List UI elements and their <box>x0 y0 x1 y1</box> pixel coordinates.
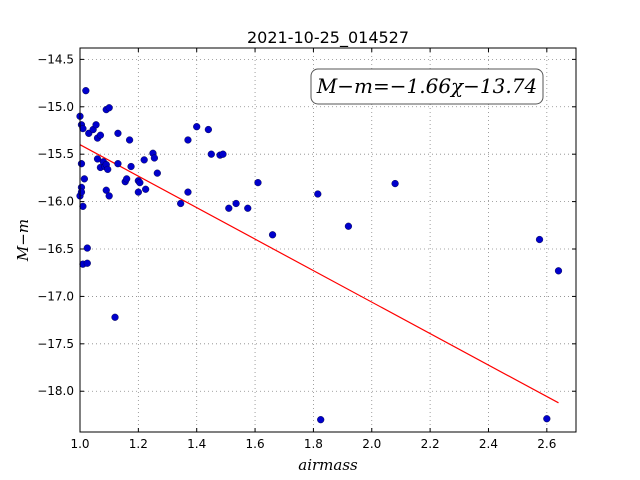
x-tick-label: 1.2 <box>129 437 148 451</box>
data-point <box>344 222 353 230</box>
data-point <box>126 136 134 144</box>
data-point <box>554 267 563 275</box>
data-point <box>111 313 119 321</box>
data-point <box>114 129 122 137</box>
data-point <box>104 165 112 173</box>
data-point <box>83 259 91 267</box>
data-point <box>543 415 551 423</box>
data-point <box>391 179 399 188</box>
x-tick-label: 1.8 <box>304 437 323 451</box>
y-tick-label: −18.0 <box>37 384 74 398</box>
data-point <box>314 190 322 198</box>
data-point <box>105 104 113 112</box>
y-tick-labels: −14.5 −15.0 −15.5 −16.0 −16.5 −17.0 −17.5 −18.0 <box>37 52 74 398</box>
data-point <box>79 202 87 210</box>
data-point <box>184 188 192 196</box>
x-tick-label: 2.0 <box>362 437 381 451</box>
x-tick-label: 2.4 <box>479 437 498 451</box>
data-point <box>254 179 262 187</box>
data-point <box>80 175 88 183</box>
data-point <box>207 150 215 158</box>
y-tick-label: −16.5 <box>37 242 74 256</box>
plot-frame <box>79 47 577 433</box>
y-tick-label: −17.0 <box>37 289 74 303</box>
data-point <box>184 136 192 144</box>
y-tick-label: −15.5 <box>37 147 74 161</box>
x-tick-label: 1.6 <box>246 437 265 451</box>
annotation-text: M−m=−1.66χ−13.74 <box>316 74 537 98</box>
data-point <box>244 204 252 212</box>
x-tick-label: 1.0 <box>70 437 89 451</box>
data-point <box>83 244 91 252</box>
x-tick-labels: 1.0 1.2 1.4 1.6 1.8 2.0 2.2 2.4 2.6 <box>70 437 556 451</box>
grid-lines <box>79 48 576 432</box>
x-tick-label: 2.6 <box>537 437 556 451</box>
data-point <box>153 169 161 177</box>
data-point <box>535 235 544 244</box>
data-points <box>76 87 563 424</box>
data-point <box>219 150 227 158</box>
data-point <box>268 231 277 239</box>
fit-line-layer <box>79 144 559 404</box>
data-point <box>204 125 212 134</box>
y-tick-label: −16.0 <box>37 195 74 209</box>
data-point <box>77 188 86 196</box>
data-point <box>127 162 135 171</box>
data-point <box>79 124 87 133</box>
data-point <box>193 123 201 131</box>
x-tick-label: 2.2 <box>421 437 440 451</box>
fit-line <box>79 144 559 404</box>
data-point <box>177 199 185 208</box>
data-point <box>96 131 105 139</box>
data-point <box>317 416 325 424</box>
annotation-box <box>310 68 544 105</box>
y-tick-label: −14.5 <box>37 52 74 66</box>
x-tick-label: 1.4 <box>187 437 206 451</box>
data-point <box>225 204 233 212</box>
data-point <box>123 175 131 183</box>
data-point <box>93 155 102 163</box>
data-point <box>102 186 110 194</box>
data-point <box>150 154 159 162</box>
data-point <box>92 121 100 129</box>
equation-annotation: M−m=−1.66χ−13.74 <box>310 68 544 105</box>
data-point <box>77 160 86 168</box>
data-point <box>114 160 122 168</box>
data-point <box>105 192 113 200</box>
axis-ticks <box>79 48 576 432</box>
data-point <box>140 156 148 164</box>
y-axis-label: M−m <box>14 219 32 262</box>
data-point <box>82 87 90 95</box>
data-point <box>134 188 142 196</box>
data-point <box>136 179 144 187</box>
data-point <box>232 199 240 208</box>
y-tick-label: −17.5 <box>37 337 74 351</box>
x-axis-label: airmass <box>298 456 358 474</box>
chart-title: 2021-10-25_014527 <box>247 28 409 48</box>
y-tick-label: −15.0 <box>37 100 74 114</box>
data-point <box>142 185 150 193</box>
